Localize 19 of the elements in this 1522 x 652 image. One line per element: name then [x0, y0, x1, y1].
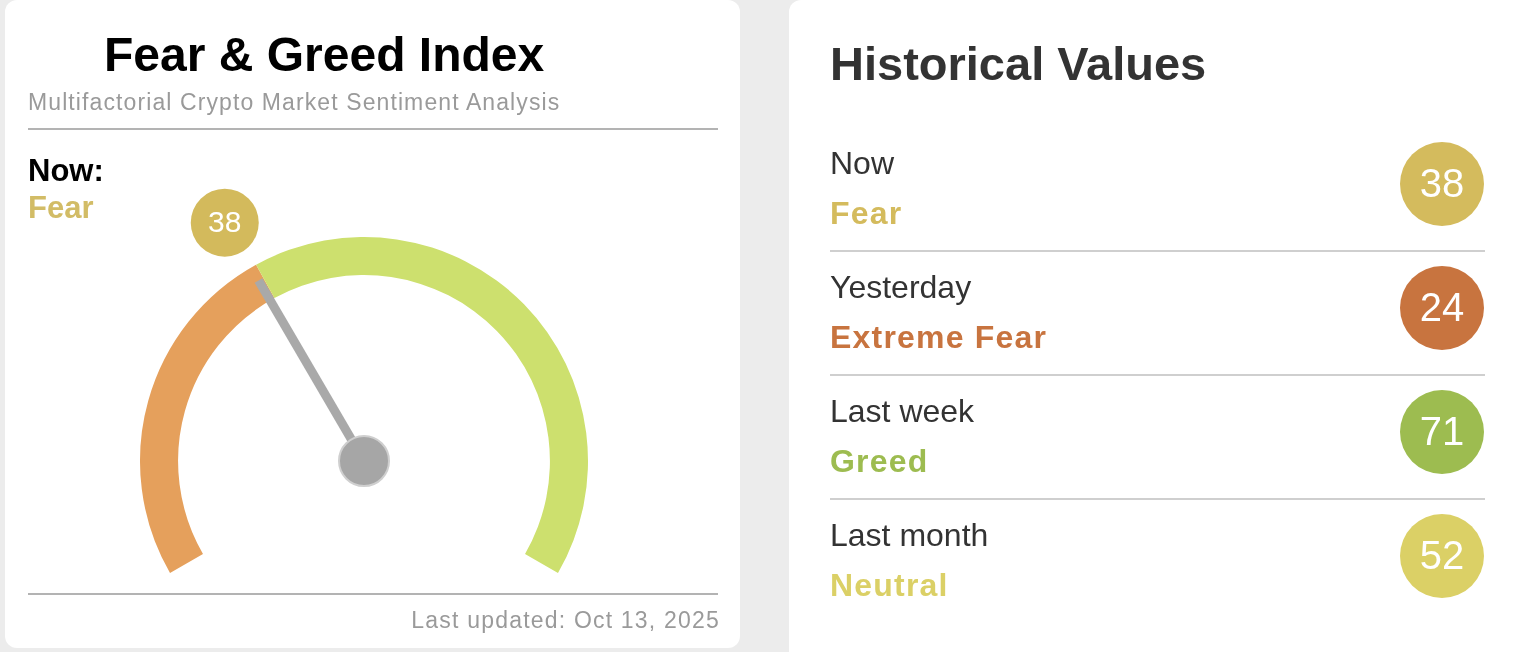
- text: Neutral: [830, 567, 949, 603]
- text: Fear: [830, 195, 903, 231]
- data-label: 38: [1419, 161, 1465, 206]
- text: Extreme Fear: [830, 319, 1048, 355]
- text: Yesterday: [830, 269, 972, 305]
- chart-subtitle: Multifactorial Crypto Market Sentiment Analysis: [28, 89, 561, 115]
- text: Last week: [830, 393, 975, 429]
- data-label: 71: [1419, 409, 1465, 454]
- text: Historical Values: [830, 37, 1207, 90]
- data-label: 52: [1419, 533, 1465, 578]
- data-label: 24: [1419, 285, 1465, 330]
- text: Greed: [830, 443, 929, 479]
- slice-label: Fear: [28, 190, 94, 225]
- text: Now: [830, 145, 895, 181]
- chart-title: Fear & Greed Index: [104, 28, 545, 81]
- text: Now:: [28, 153, 104, 188]
- text: Last updated: Oct 13, 2025: [411, 607, 720, 633]
- data-label: 38: [208, 204, 242, 238]
- text: Last month: [830, 517, 989, 553]
